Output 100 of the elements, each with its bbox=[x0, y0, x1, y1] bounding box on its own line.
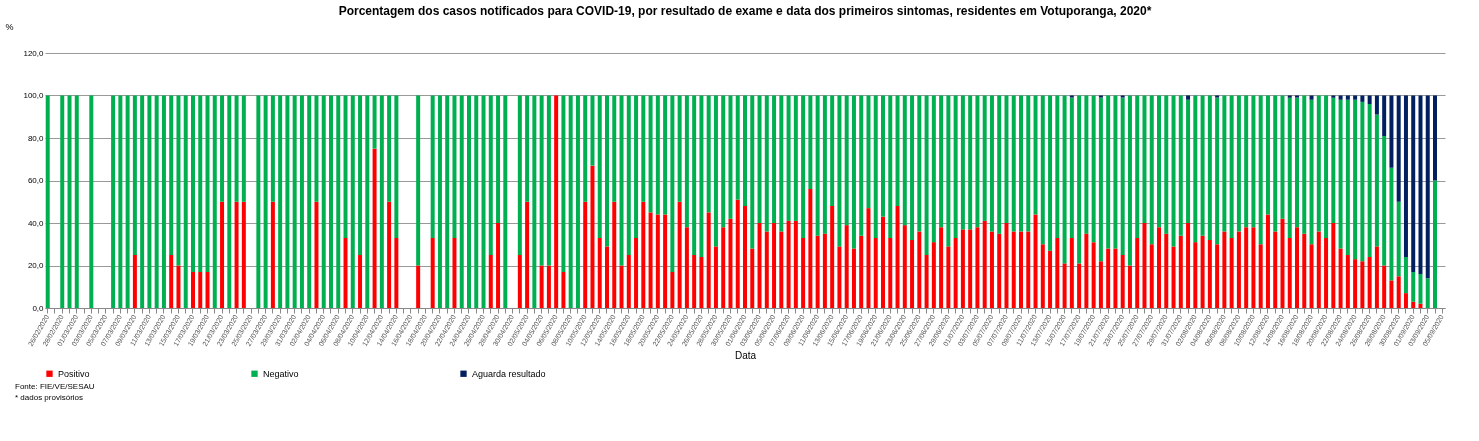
bar bbox=[1149, 95, 1154, 245]
bar bbox=[953, 95, 958, 238]
bar bbox=[496, 95, 501, 223]
bar bbox=[89, 95, 94, 308]
bar bbox=[161, 95, 166, 308]
bar bbox=[1324, 237, 1329, 308]
bar bbox=[1026, 231, 1031, 308]
bar bbox=[1164, 95, 1169, 234]
bar bbox=[372, 95, 377, 149]
bar bbox=[1324, 95, 1329, 238]
bar bbox=[379, 95, 384, 308]
bar bbox=[953, 237, 958, 308]
bar bbox=[786, 220, 791, 308]
bar bbox=[190, 95, 195, 272]
bar bbox=[706, 95, 711, 213]
bar bbox=[1004, 95, 1009, 223]
bar bbox=[1258, 95, 1263, 245]
bar bbox=[118, 95, 123, 308]
legend-label: Negativo bbox=[263, 368, 299, 379]
bar bbox=[241, 201, 246, 308]
bar bbox=[605, 246, 609, 308]
bar bbox=[844, 225, 849, 308]
bar bbox=[1193, 95, 1198, 243]
bar bbox=[539, 265, 544, 308]
bar bbox=[590, 95, 595, 166]
bar bbox=[1258, 244, 1263, 308]
bar bbox=[692, 254, 697, 308]
bar bbox=[1338, 99, 1343, 249]
bar bbox=[1106, 248, 1111, 308]
bar bbox=[728, 95, 733, 219]
bar bbox=[888, 237, 893, 308]
bar bbox=[205, 271, 210, 308]
bar bbox=[546, 265, 551, 308]
bar bbox=[1396, 276, 1401, 308]
bar bbox=[851, 248, 856, 308]
bar bbox=[1345, 99, 1350, 255]
bar bbox=[74, 95, 79, 308]
bar bbox=[641, 201, 646, 308]
bar bbox=[1019, 231, 1023, 308]
bar bbox=[1222, 95, 1227, 232]
bar bbox=[1222, 231, 1227, 308]
bar bbox=[1215, 95, 1220, 98]
bar bbox=[583, 201, 588, 308]
bar bbox=[1331, 95, 1336, 98]
bar bbox=[1120, 97, 1125, 255]
bar bbox=[452, 95, 457, 238]
y-tick-label: 20,0 bbox=[27, 261, 45, 270]
bar bbox=[1091, 242, 1096, 308]
bar bbox=[605, 95, 609, 247]
bar bbox=[597, 237, 602, 308]
bar bbox=[1411, 301, 1416, 308]
bar bbox=[750, 95, 755, 249]
bar bbox=[910, 95, 915, 240]
bar bbox=[1011, 95, 1016, 232]
bar bbox=[481, 95, 486, 308]
bar bbox=[1178, 95, 1183, 236]
bar bbox=[220, 95, 225, 202]
bar bbox=[1069, 95, 1074, 98]
bar bbox=[1374, 114, 1379, 247]
bar bbox=[1295, 227, 1300, 308]
bar bbox=[1244, 227, 1249, 308]
bar bbox=[336, 95, 341, 308]
bar bbox=[270, 201, 275, 308]
bar bbox=[837, 95, 842, 247]
y-tick-label: 40,0 bbox=[27, 218, 45, 228]
bar bbox=[859, 235, 864, 308]
bar bbox=[314, 95, 319, 202]
bar bbox=[699, 257, 704, 308]
bar bbox=[1033, 95, 1038, 215]
bar bbox=[1353, 95, 1358, 100]
bar bbox=[634, 237, 639, 308]
bar bbox=[706, 212, 711, 308]
bar bbox=[1418, 274, 1423, 304]
bar bbox=[1200, 95, 1205, 236]
bar bbox=[343, 237, 348, 308]
bar bbox=[561, 271, 566, 308]
bar bbox=[1287, 95, 1292, 98]
bar bbox=[1135, 237, 1140, 308]
bar bbox=[684, 95, 689, 228]
bar bbox=[793, 220, 798, 308]
bar bbox=[1338, 95, 1343, 100]
bar bbox=[873, 95, 878, 238]
bar bbox=[677, 95, 682, 202]
bar bbox=[1193, 242, 1198, 308]
bar bbox=[786, 95, 791, 221]
bar bbox=[1113, 248, 1118, 308]
bar bbox=[895, 95, 900, 206]
bar bbox=[960, 95, 965, 230]
bar bbox=[241, 95, 246, 202]
bar bbox=[866, 208, 871, 308]
bar bbox=[1040, 244, 1045, 308]
bar bbox=[1244, 95, 1249, 228]
bar bbox=[234, 201, 239, 308]
bar bbox=[183, 95, 188, 308]
bar bbox=[60, 95, 65, 308]
bar bbox=[198, 95, 203, 272]
bar bbox=[1098, 97, 1103, 262]
bar bbox=[655, 95, 660, 215]
bar bbox=[764, 95, 769, 232]
bar bbox=[989, 231, 994, 308]
